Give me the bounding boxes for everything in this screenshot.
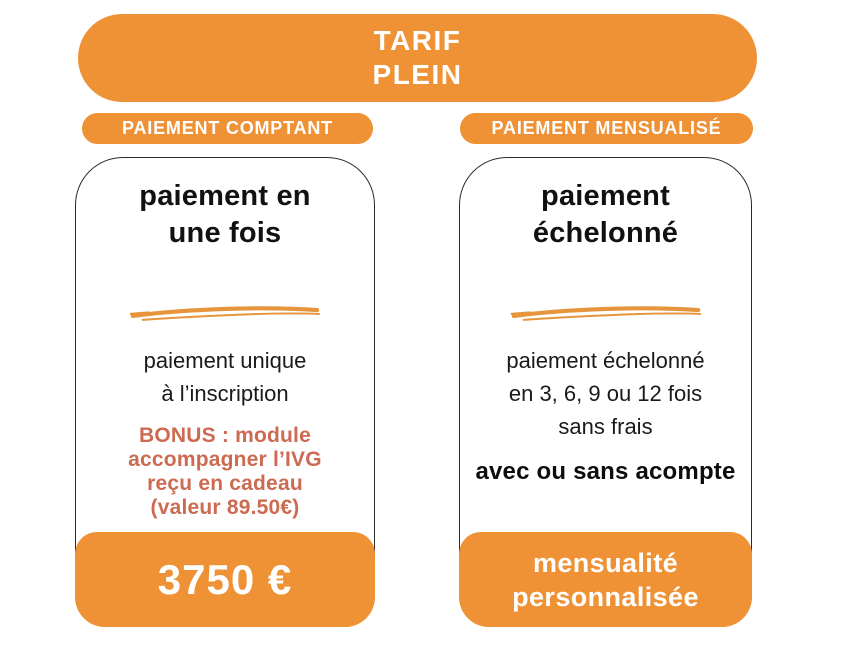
card-left-title-line2: une fois — [168, 217, 282, 249]
price-value: 3750 € — [157, 555, 293, 603]
price-line1: mensualité — [532, 547, 679, 578]
card-left-title: paiement en une fois — [76, 178, 374, 252]
card-left-body-line1: paiement unique — [143, 348, 307, 373]
card-paiement-mensualise: paiement échelonné paiement échelonné en… — [459, 157, 752, 627]
card-paiement-comptant: paiement en une fois paiement unique à l… — [75, 157, 375, 627]
price-line2: personnalisée — [512, 581, 699, 612]
badge-paiement-mensualise: PAIEMENT MENSUALISÉ — [460, 113, 753, 144]
underline-squiggle-icon — [510, 306, 701, 321]
tarif-header-line2: PLEIN — [372, 59, 463, 90]
card-right-body-line1: paiement échelonné — [506, 348, 705, 373]
card-right-title-line1: paiement — [541, 180, 670, 212]
price-value: mensualité personnalisée — [512, 546, 699, 614]
bonus-line3: reçu en cadeau — [147, 472, 303, 495]
card-left-body: paiement unique à l’inscription — [76, 344, 374, 410]
price-footer-left: 3750 € — [75, 532, 375, 627]
card-left-title-line1: paiement en — [139, 180, 311, 212]
card-right-body: paiement échelonné en 3, 6, 9 ou 12 fois… — [460, 344, 751, 443]
tarif-header-line1: TARIF — [373, 25, 462, 56]
card-right-title: paiement échelonné — [460, 178, 751, 252]
card-right-body-line2: en 3, 6, 9 ou 12 fois — [508, 381, 703, 406]
bonus-text: BONUS : module accompagner l’IVG reçu en… — [76, 424, 374, 520]
tarif-header-pill: TARIF PLEIN — [78, 14, 757, 102]
bonus-line2: accompagner l’IVG — [128, 448, 322, 471]
card-left-body-line2: à l’inscription — [161, 381, 289, 406]
acompte-note: avec ou sans acompte — [475, 458, 736, 485]
card-right-title-line2: échelonné — [532, 217, 679, 249]
bonus-line4: (valeur 89.50€) — [150, 496, 300, 519]
bonus-line1: BONUS : module — [139, 424, 311, 447]
price-footer-right: mensualité personnalisée — [459, 532, 752, 627]
card-right-body-line3: sans frais — [558, 414, 653, 439]
badge-paiement-comptant: PAIEMENT COMPTANT — [82, 113, 373, 144]
underline-squiggle-icon — [129, 306, 321, 321]
